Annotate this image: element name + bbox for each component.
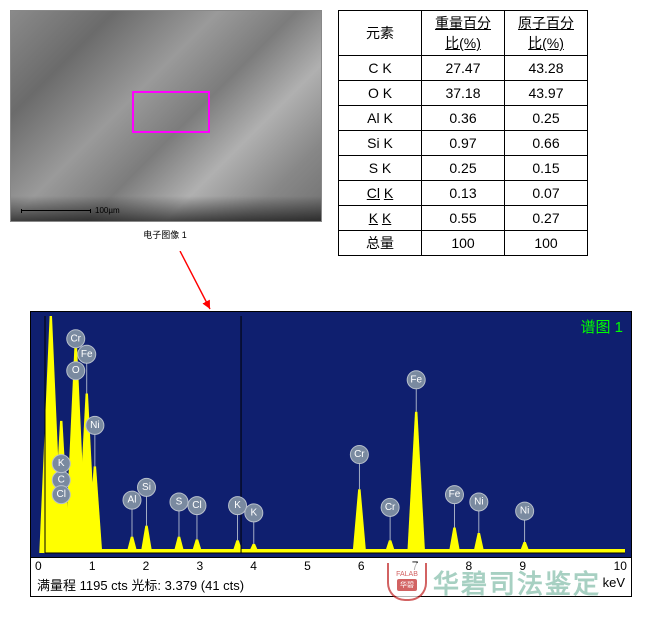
callout-arrow xyxy=(10,256,640,311)
svg-text:Cl: Cl xyxy=(57,489,66,500)
sem-image-block: 100µm 电子图像 1 xyxy=(10,10,320,241)
cell-element: S K xyxy=(339,156,422,181)
table-row: Al K0.360.25 xyxy=(339,106,588,131)
scale-bar-line xyxy=(21,210,91,211)
footer-unit: keV xyxy=(603,575,625,594)
table-row: C K27.4743.28 xyxy=(339,56,588,81)
cell-atom: 0.07 xyxy=(505,181,588,206)
svg-text:K: K xyxy=(250,507,257,518)
cell-weight: 0.55 xyxy=(422,206,505,231)
svg-text:Si: Si xyxy=(142,482,151,493)
svg-text:Cr: Cr xyxy=(70,333,81,344)
svg-text:Cr: Cr xyxy=(385,502,396,513)
th-weight: 重量百分 比(%) xyxy=(422,11,505,56)
svg-text:Ni: Ni xyxy=(520,506,529,517)
svg-text:Cl: Cl xyxy=(192,500,201,511)
cell-weight: 0.13 xyxy=(422,181,505,206)
cell-atom: 0.15 xyxy=(505,156,588,181)
svg-text:Ni: Ni xyxy=(474,496,483,507)
table-row: K K0.550.27 xyxy=(339,206,588,231)
svg-text:Cr: Cr xyxy=(354,449,365,460)
svg-text:Ni: Ni xyxy=(90,420,99,431)
cell-element: Si K xyxy=(339,131,422,156)
cell-weight: 100 xyxy=(422,231,505,256)
cell-element: C K xyxy=(339,56,422,81)
svg-text:Fe: Fe xyxy=(81,349,93,360)
svg-text:K: K xyxy=(58,458,65,469)
sem-image: 100µm xyxy=(10,10,322,222)
cell-weight: 27.47 xyxy=(422,56,505,81)
cell-atom: 0.25 xyxy=(505,106,588,131)
watermark: FALAB 华碧 华碧司法鉴定 xyxy=(387,563,601,601)
cell-atom: 0.66 xyxy=(505,131,588,156)
watermark-text: 华碧司法鉴定 xyxy=(433,564,601,601)
spectrum-svg: CKClOCrFeNiAlSiSClKKCrCrFeFeNiNi xyxy=(31,312,631,557)
spectrum-title: 谱图 1 xyxy=(580,316,623,337)
svg-text:Fe: Fe xyxy=(410,374,422,385)
table-row: Cl K0.130.07 xyxy=(339,181,588,206)
cell-element: K K xyxy=(339,206,422,231)
cell-weight: 37.18 xyxy=(422,81,505,106)
scale-bar: 100µm xyxy=(21,206,120,215)
x-tick: 5 xyxy=(304,559,358,573)
sem-caption: 电子图像 1 xyxy=(10,228,320,241)
x-tick: 2 xyxy=(143,559,197,573)
cell-weight: 0.36 xyxy=(422,106,505,131)
x-tick: 3 xyxy=(196,559,250,573)
cell-element: Al K xyxy=(339,106,422,131)
svg-text:S: S xyxy=(176,496,183,507)
scale-bar-label: 100µm xyxy=(95,206,120,215)
cell-element: 总量 xyxy=(339,231,422,256)
svg-text:C: C xyxy=(58,475,65,486)
svg-text:Al: Al xyxy=(128,495,137,506)
x-tick: 4 xyxy=(250,559,304,573)
x-tick: 0 xyxy=(35,559,89,573)
cell-element: O K xyxy=(339,81,422,106)
th-atom: 原子百分 比(%) xyxy=(505,11,588,56)
cell-atom: 0.27 xyxy=(505,206,588,231)
footer-left: 满量程 1195 cts 光标: 3.379 (41 cts) xyxy=(37,575,244,594)
cell-weight: 0.97 xyxy=(422,131,505,156)
cell-weight: 0.25 xyxy=(422,156,505,181)
cell-element: Cl K xyxy=(339,181,422,206)
cell-atom: 43.97 xyxy=(505,81,588,106)
composition-table: 元素 重量百分 比(%) 原子百分 比(%) C K27.4743.28O K3… xyxy=(338,10,588,256)
svg-text:K: K xyxy=(234,500,241,511)
th-element: 元素 xyxy=(339,11,422,56)
table-row: 总量100100 xyxy=(339,231,588,256)
cell-atom: 100 xyxy=(505,231,588,256)
svg-text:Fe: Fe xyxy=(449,489,461,500)
watermark-logo-icon: FALAB 华碧 xyxy=(387,563,427,601)
cell-atom: 43.28 xyxy=(505,56,588,81)
eds-spectrum: 谱图 1 CKClOCrFeNiAlSiSClKKCrCrFeFeNiNi 01… xyxy=(30,311,632,597)
svg-text:O: O xyxy=(72,365,80,376)
roi-rectangle xyxy=(132,91,210,133)
table-row: S K0.250.15 xyxy=(339,156,588,181)
table-row: Si K0.970.66 xyxy=(339,131,588,156)
x-tick: 1 xyxy=(89,559,143,573)
table-row: O K37.1843.97 xyxy=(339,81,588,106)
